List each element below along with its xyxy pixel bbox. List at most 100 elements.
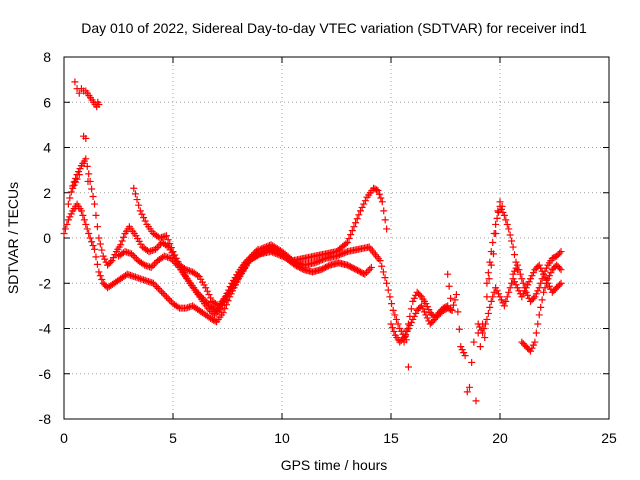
- data-point: [497, 205, 505, 213]
- data-point: [320, 255, 328, 263]
- data-point: [225, 286, 233, 294]
- data-point: [64, 216, 72, 224]
- data-point: [167, 244, 175, 252]
- data-point: [532, 290, 540, 298]
- data-point: [535, 284, 543, 292]
- data-point: [457, 343, 465, 351]
- data-point: [499, 208, 507, 216]
- data-point: [251, 249, 259, 257]
- data-point: [531, 293, 539, 301]
- data-point: [557, 248, 565, 256]
- data-point: [490, 229, 498, 237]
- data-point: [86, 234, 94, 242]
- data-point: [513, 284, 521, 292]
- data-point: [207, 294, 215, 302]
- data-point: [364, 267, 372, 275]
- data-point: [541, 273, 549, 281]
- x-axis-label: GPS time / hours: [281, 457, 388, 473]
- data-point: [425, 306, 433, 314]
- data-point: [387, 320, 395, 328]
- data-point: [412, 309, 420, 317]
- data-point: [129, 252, 137, 260]
- data-point: [378, 198, 386, 206]
- data-point: [527, 347, 535, 355]
- data-point: [71, 177, 79, 185]
- data-point: [128, 250, 136, 258]
- data-point: [474, 320, 482, 328]
- data-point: [361, 270, 369, 278]
- data-point: [493, 214, 501, 222]
- data-point: [547, 269, 555, 277]
- data-point: [337, 250, 345, 258]
- data-point: [350, 223, 358, 231]
- data-point: [540, 270, 548, 278]
- data-point: [406, 321, 414, 329]
- data-point: [402, 332, 410, 340]
- data-point: [476, 323, 484, 331]
- data-point: [556, 249, 564, 257]
- data-point: [463, 388, 471, 396]
- data-point: [500, 211, 508, 219]
- data-point: [394, 320, 402, 328]
- data-point: [223, 289, 231, 297]
- series-track-d: [130, 184, 262, 310]
- data-point: [91, 245, 99, 253]
- data-point: [353, 215, 361, 223]
- data-point: [388, 300, 396, 308]
- data-point: [384, 286, 392, 294]
- series-track-j: [474, 261, 565, 337]
- data-point: [472, 397, 480, 405]
- data-point: [89, 242, 97, 250]
- series-track-g: [483, 202, 521, 287]
- data-point: [422, 311, 430, 319]
- data-point: [502, 216, 510, 224]
- y-tick-label: 8: [43, 49, 51, 65]
- data-point: [153, 244, 161, 252]
- data-point: [153, 283, 161, 291]
- data-point: [404, 320, 412, 328]
- data-point: [159, 289, 167, 297]
- y-axis-label: SDTVAR / TECUs: [5, 182, 21, 294]
- data-point: [362, 269, 370, 277]
- data-point: [155, 242, 163, 250]
- data-point: [374, 186, 382, 194]
- data-point: [77, 207, 85, 215]
- data-point: [419, 305, 427, 313]
- data-point: [88, 238, 96, 246]
- data-point: [193, 288, 201, 296]
- data-point: [479, 329, 487, 337]
- data-point: [219, 309, 227, 317]
- data-point: [495, 290, 503, 298]
- data-point: [92, 253, 100, 261]
- data-point: [131, 253, 139, 261]
- data-point: [174, 303, 182, 311]
- data-point: [98, 275, 106, 283]
- data-point: [521, 287, 529, 295]
- data-point: [201, 297, 209, 305]
- data-point: [527, 275, 535, 283]
- data-point: [468, 358, 476, 366]
- data-point: [93, 223, 101, 231]
- data-point: [63, 220, 71, 228]
- data-point: [543, 276, 551, 284]
- data-point: [480, 325, 488, 332]
- data-point: [518, 293, 526, 301]
- data-point: [342, 240, 350, 248]
- data-point: [318, 256, 326, 264]
- data-point: [524, 291, 532, 299]
- data-point: [390, 328, 398, 336]
- data-point: [512, 281, 520, 289]
- data-point: [82, 134, 90, 142]
- data-point: [515, 266, 523, 274]
- data-point: [407, 305, 415, 313]
- data-point: [496, 202, 504, 210]
- data-point: [535, 261, 543, 269]
- data-point: [465, 383, 473, 391]
- data-point: [254, 245, 262, 253]
- data-point: [386, 293, 394, 301]
- data-point: [524, 281, 532, 289]
- data-point: [95, 101, 103, 109]
- x-tick-labels: 0 5 10 15 20 25: [60, 430, 617, 446]
- data-point: [556, 264, 564, 272]
